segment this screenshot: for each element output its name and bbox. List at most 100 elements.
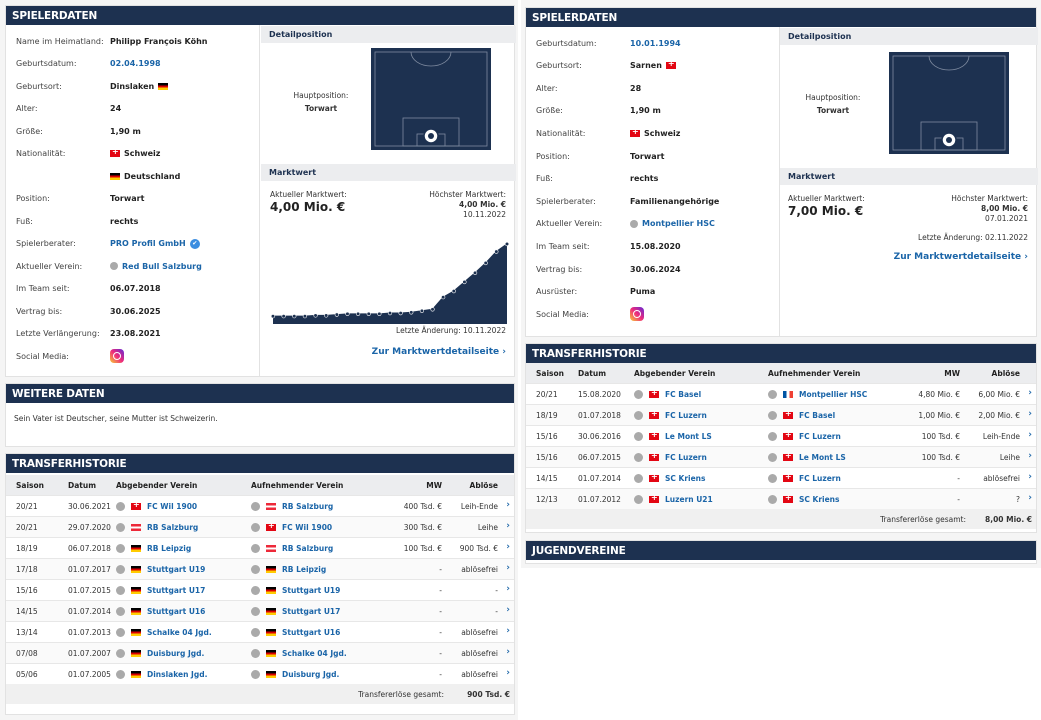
chart-point[interactable] <box>366 311 371 317</box>
from-club-link[interactable]: RB Leipzig <box>147 544 192 553</box>
to-club-link[interactable]: FC Luzern <box>799 432 841 441</box>
chart-point[interactable] <box>494 249 499 254</box>
to-club-link[interactable]: Stuttgart U17 <box>282 607 341 616</box>
from-club-link[interactable]: Stuttgart U17 <box>147 586 206 595</box>
instagram-icon[interactable] <box>110 349 124 363</box>
chart-point[interactable] <box>441 295 446 300</box>
chevron-right-icon[interactable]: › <box>506 668 510 678</box>
chart-point[interactable] <box>398 311 403 316</box>
from-club-link[interactable]: FC Wil 1900 <box>147 502 198 511</box>
chart-point[interactable] <box>387 311 393 316</box>
chart-point[interactable] <box>409 310 414 315</box>
table-row[interactable]: 20/21 29.07.2020 RB Salzburg FC Wil 1900 300… <box>6 516 514 537</box>
table-row[interactable]: 14/15 01.07.2014 SC Kriens FC Luzern - ablöse… <box>526 467 1036 488</box>
chevron-right-icon[interactable]: › <box>1028 451 1032 461</box>
to-club-link[interactable]: SC Kriens <box>799 495 840 504</box>
to-club-link[interactable]: Stuttgart U19 <box>282 586 341 595</box>
from-club-link[interactable]: Stuttgart U19 <box>147 565 206 574</box>
chart-point[interactable] <box>345 311 350 317</box>
table-row[interactable]: 20/21 15.08.2020 FC Basel Montpellier HSC 4,… <box>526 383 1036 404</box>
to-club-link[interactable]: FC Basel <box>799 411 836 420</box>
row-value[interactable]: Red Bull Salzburg <box>110 262 202 271</box>
chart-point[interactable] <box>451 289 456 294</box>
chevron-right-icon[interactable]: › <box>506 647 510 657</box>
table-row[interactable]: 20/21 30.06.2021 FC Wil 1900 RB Salzburg 400… <box>6 495 514 516</box>
chevron-right-icon[interactable]: › <box>1028 493 1032 503</box>
chart-point[interactable] <box>270 314 276 319</box>
mw-detail-link[interactable]: Zur Marktwertdetailseite › <box>371 347 506 357</box>
ch-flag-icon <box>131 500 141 510</box>
chart-point[interactable] <box>419 308 425 313</box>
season-cell: 13/14 <box>16 628 38 637</box>
from-club-link[interactable]: FC Luzern <box>665 411 707 420</box>
marktwert-header: Marktwert <box>261 164 516 181</box>
chevron-right-icon[interactable]: › <box>506 500 510 510</box>
row-value[interactable]: 10.01.1994 <box>630 38 681 48</box>
chart-point[interactable] <box>302 314 308 319</box>
instagram-icon[interactable] <box>630 307 644 322</box>
table-row[interactable]: 14/15 01.07.2014 Stuttgart U16 Stuttgart U1… <box>6 600 514 621</box>
table-row[interactable]: 13/14 01.07.2013 Schalke 04 Jgd. Stuttgart … <box>6 621 514 642</box>
chart-point[interactable] <box>313 313 318 318</box>
chart-point[interactable] <box>472 270 478 275</box>
from-club-link[interactable]: FC Basel <box>665 390 702 399</box>
table-row[interactable]: 12/13 01.07.2012 Luzern U21 SC Kriens -? › <box>526 488 1036 509</box>
chevron-right-icon[interactable]: › <box>1028 409 1032 419</box>
from-club-link[interactable]: Luzern U21 <box>665 495 713 504</box>
chevron-right-icon[interactable]: › <box>506 542 510 552</box>
chart-point[interactable] <box>324 313 329 318</box>
mw-detail-link[interactable]: Zur Marktwertdetailseite › <box>893 252 1028 262</box>
from-club-link[interactable]: Dinslaken Jgd. <box>147 670 208 679</box>
from-club-link[interactable]: Schalke 04 Jgd. <box>147 628 212 637</box>
table-row[interactable]: 15/16 06.07.2015 FC Luzern Le Mont LS 100 Ts… <box>526 446 1036 467</box>
to-club-link[interactable]: FC Wil 1900 <box>282 523 333 532</box>
table-row[interactable]: 18/19 01.07.2018 FC Luzern FC Basel 1,00 Mio… <box>526 404 1036 425</box>
from-club-link[interactable]: Le Mont LS <box>665 432 712 441</box>
row-value[interactable]: Montpellier HSC <box>630 219 715 228</box>
chart-point[interactable] <box>292 314 297 319</box>
to-club-link[interactable]: Duisburg Jgd. <box>282 670 340 679</box>
table-row[interactable]: 15/16 01.07.2015 Stuttgart U17 Stuttgart U1… <box>6 579 514 600</box>
row-value[interactable]: 02.04.1998 <box>110 59 161 68</box>
to-club-link[interactable]: Schalke 04 Jgd. <box>282 649 347 658</box>
table-row[interactable]: 15/16 30.06.2016 Le Mont LS FC Luzern 100 Ts… <box>526 425 1036 446</box>
player-data-row: Spielerberater: PRO Profil GmbH ✔ <box>6 233 259 255</box>
chart-point[interactable] <box>483 260 488 266</box>
to-club-link[interactable]: FC Luzern <box>799 474 841 483</box>
chart-point[interactable] <box>430 307 435 312</box>
table-row[interactable]: 18/19 06.07.2018 RB Leipzig RB Salzburg 100 … <box>6 537 514 558</box>
chevron-right-icon[interactable]: › <box>506 563 510 573</box>
chevron-right-icon[interactable]: › <box>1028 430 1032 440</box>
chart-point[interactable] <box>377 311 382 317</box>
to-club-link[interactable]: Le Mont LS <box>799 453 846 462</box>
from-club-link[interactable]: Duisburg Jgd. <box>147 649 205 658</box>
chart-point[interactable] <box>504 241 510 247</box>
chevron-right-icon[interactable]: › <box>506 605 510 615</box>
chart-point[interactable] <box>462 279 467 285</box>
from-club-link[interactable]: RB Salzburg <box>147 523 199 532</box>
player-data-row: Position: Torwart <box>6 188 259 210</box>
table-row[interactable]: 17/18 01.07.2017 Stuttgart U19 RB Leipzig - a… <box>6 558 514 579</box>
chevron-right-icon[interactable]: › <box>1028 472 1032 482</box>
table-row[interactable]: 05/06 01.07.2005 Dinslaken Jgd. Duisburg Jg… <box>6 663 514 684</box>
club-logo-icon <box>116 649 125 658</box>
chevron-right-icon[interactable]: › <box>506 584 510 594</box>
table-row[interactable]: 07/08 01.07.2007 Duisburg Jgd. Schalke 04 J… <box>6 642 514 663</box>
to-club-link[interactable]: RB Salzburg <box>282 544 334 553</box>
to-club-link[interactable]: Stuttgart U16 <box>282 628 341 637</box>
from-club-link[interactable]: FC Luzern <box>665 453 707 462</box>
player-data-row: Größe: 1,90 m <box>6 120 259 142</box>
to-club-link[interactable]: RB Leipzig <box>282 565 327 574</box>
chart-point[interactable] <box>355 311 361 317</box>
chart-point[interactable] <box>334 312 339 317</box>
chevron-right-icon[interactable]: › <box>506 521 510 531</box>
from-club-link[interactable]: SC Kriens <box>665 474 706 483</box>
row-value[interactable]: PRO Profil GmbH ✔ <box>110 238 200 249</box>
chevron-right-icon[interactable]: › <box>506 626 510 636</box>
chevron-right-icon[interactable]: › <box>1028 388 1032 398</box>
from-club-link[interactable]: Stuttgart U16 <box>147 607 206 616</box>
market-value-chart[interactable] <box>270 234 510 324</box>
to-club-link[interactable]: RB Salzburg <box>282 502 334 511</box>
to-club-link[interactable]: Montpellier HSC <box>799 390 868 399</box>
chart-point[interactable] <box>281 314 286 319</box>
